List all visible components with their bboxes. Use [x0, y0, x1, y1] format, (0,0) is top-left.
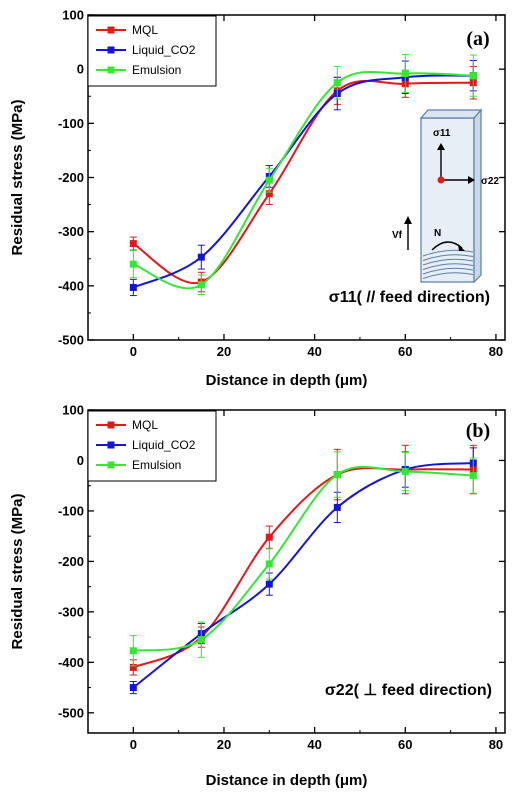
- y-tick-label: -500: [58, 705, 84, 720]
- machining-mark: [422, 254, 474, 261]
- plot-frame: [87, 409, 506, 734]
- specimen-face: [420, 117, 475, 283]
- sigma11-symbol: σ11: [433, 128, 451, 139]
- y-tick-label: -400: [58, 655, 84, 670]
- y-tick-label: -500: [58, 333, 84, 348]
- feed-label: Vf: [392, 230, 403, 241]
- panel-label: (b): [466, 420, 490, 442]
- data-point: [265, 176, 273, 184]
- y-axis-label: Residual stress (MPa): [9, 494, 26, 650]
- series-line: [133, 465, 474, 652]
- data-point: [197, 281, 205, 289]
- x-tick-label: 0: [130, 737, 137, 752]
- sigma11-arrowhead: [437, 143, 445, 150]
- x-tick-label: 0: [130, 344, 137, 359]
- machining-mark: [422, 249, 474, 257]
- machining-mark: [422, 267, 474, 275]
- data-point: [129, 283, 137, 291]
- y-tick-label: -300: [58, 224, 84, 239]
- y-tick-label: 100: [62, 403, 84, 418]
- legend-entry: Liquid_CO2: [132, 43, 196, 57]
- legend-entry: Emulsion: [132, 63, 181, 77]
- data-point: [265, 533, 273, 541]
- x-tick-label: 60: [398, 344, 412, 359]
- measurement-point: [437, 176, 445, 184]
- data-point: [469, 472, 477, 480]
- x-axis-label: Distance in depth (μm): [206, 772, 368, 789]
- specimen-schematic: σ11 σ22 Vf N: [392, 108, 499, 284]
- sigma22-label: σ22: [481, 176, 499, 187]
- legend-entry: Liquid_CO2: [132, 438, 196, 452]
- y-tick-label: -300: [58, 604, 84, 619]
- legend-entry: MQL: [132, 418, 158, 432]
- y-tick-label: 100: [62, 8, 84, 23]
- chart-panel-a: 0 20 40 60 80 100 0 -100 -200 -300 -400 -500 Distanc…: [9, 8, 506, 389]
- x-tick-label: 80: [489, 737, 503, 752]
- y-axis-label: Residual stress (MPa): [9, 100, 26, 256]
- legend-swatch-marker: [107, 421, 115, 429]
- legend: MQL Liquid_CO2 Emulsion: [87, 410, 217, 482]
- y-tick-label: -200: [58, 554, 84, 569]
- specimen-top: [419, 109, 483, 119]
- sigma22-arrowhead: [468, 176, 475, 184]
- data-point: [129, 260, 137, 268]
- specimen-side: [473, 108, 482, 284]
- series-emulsion: [129, 54, 477, 295]
- y-tick-label: 0: [77, 453, 84, 468]
- data-point: [197, 636, 205, 644]
- rotation-arrowhead: [458, 244, 465, 251]
- x-tick-label: 20: [217, 344, 231, 359]
- data-point: [265, 190, 273, 198]
- x-tick-label: 20: [217, 737, 231, 752]
- legend-swatch-marker: [107, 441, 115, 449]
- stress-component-annotation: σ11( // feed direction): [329, 289, 490, 306]
- legend-swatch-marker: [107, 26, 115, 34]
- legend-entry: MQL: [132, 23, 158, 37]
- panel-label: (a): [466, 28, 489, 50]
- legend: MQL Liquid_CO2 Emulsion: [87, 15, 217, 87]
- y-tick-label: -100: [58, 116, 84, 131]
- data-point: [197, 253, 205, 261]
- data-point: [469, 72, 477, 80]
- legend-swatch-marker: [107, 66, 115, 74]
- x-tick-label: 40: [307, 344, 321, 359]
- machining-mark: [422, 258, 474, 266]
- series-emulsion: [129, 451, 477, 667]
- y-tick-label: -400: [58, 278, 84, 293]
- x-tick-label: 40: [307, 737, 321, 752]
- machining-mark: [422, 263, 474, 270]
- data-point: [333, 79, 341, 87]
- data-point: [401, 468, 409, 476]
- chart-panel-b: 0 20 40 60 80 100 0 -100 -200 -300 -400 -500 Distanc…: [9, 403, 506, 789]
- data-point: [401, 70, 409, 77]
- series-line: [132, 467, 474, 669]
- x-axis-label: Distance in depth (μm): [206, 372, 368, 389]
- y-tick-label: -200: [58, 170, 84, 185]
- data-point: [333, 471, 341, 479]
- y-tick-label: -100: [58, 503, 84, 518]
- data-point: [265, 560, 273, 568]
- rotation-label: N: [434, 228, 441, 239]
- stress-component-annotation: σ22( ⊥ feed direction): [325, 682, 492, 699]
- y-tick-label: 0: [77, 62, 84, 77]
- data-point: [265, 580, 273, 588]
- sigma11-label: σ11: [433, 128, 451, 139]
- machining-mark: [422, 272, 474, 279]
- data-point: [333, 503, 341, 511]
- series-liquid-co2: [129, 447, 477, 695]
- data-point: [129, 240, 137, 248]
- feed-arrowhead: [404, 216, 412, 224]
- legend-swatch-marker: [107, 46, 115, 54]
- x-tick-label: 80: [489, 344, 503, 359]
- data-point: [129, 647, 137, 655]
- data-point: [129, 684, 137, 692]
- legend-swatch-marker: [107, 461, 115, 469]
- series-line: [132, 461, 474, 689]
- data-point: [129, 663, 137, 671]
- legend-entry: Emulsion: [132, 458, 181, 472]
- x-tick-label: 60: [398, 737, 412, 752]
